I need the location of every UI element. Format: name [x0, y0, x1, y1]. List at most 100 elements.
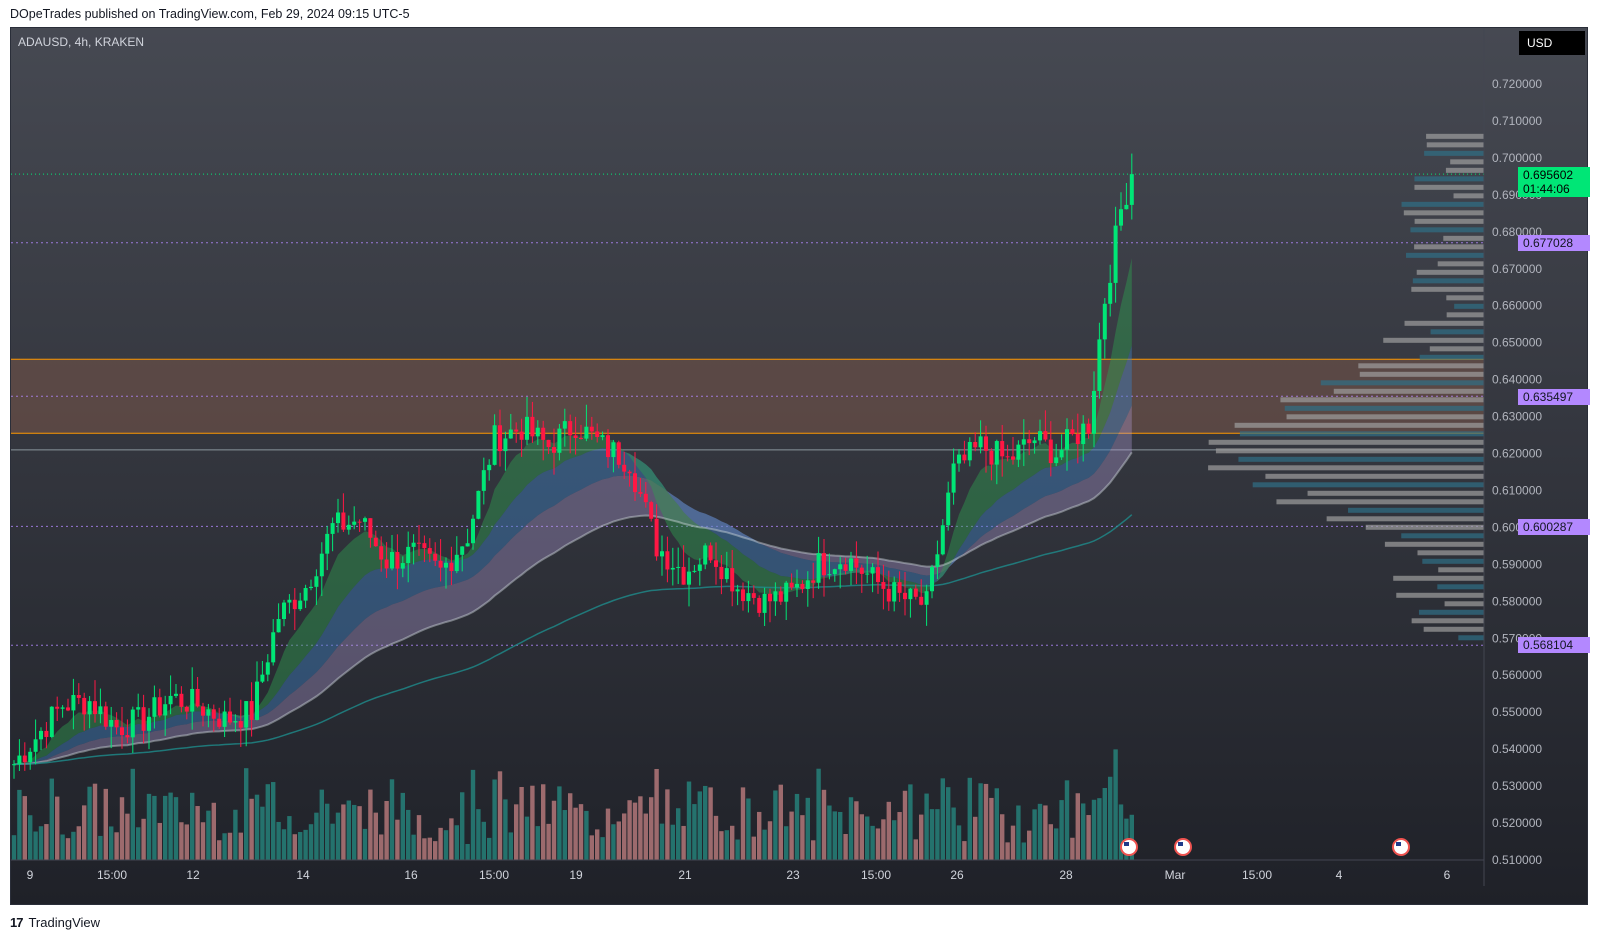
candle-body — [1054, 457, 1059, 464]
candle-body — [1011, 456, 1015, 460]
volume-bar — [11, 835, 17, 860]
candle-body — [870, 567, 875, 574]
candle-body — [303, 588, 308, 601]
candle-body — [444, 562, 448, 568]
volume-bar — [98, 835, 103, 860]
volume-bar — [33, 831, 38, 860]
volume-bar — [427, 837, 432, 860]
candle-body — [827, 574, 832, 576]
candle-body — [838, 564, 843, 570]
volume-bar — [800, 815, 805, 860]
candle-body — [525, 416, 529, 440]
candle-body — [865, 573, 870, 575]
volume-bar — [357, 806, 362, 860]
volume-bar — [411, 834, 416, 860]
volume-bar — [956, 825, 962, 860]
volume-bar — [173, 797, 179, 860]
volume-bar — [190, 792, 195, 860]
candle-body — [670, 567, 675, 570]
candle-body — [546, 439, 551, 448]
volume-profile-bar — [1437, 584, 1484, 590]
candle-body — [314, 576, 319, 587]
candle-body — [568, 421, 573, 436]
candle-body — [584, 426, 589, 439]
time-tick-2: 12 — [186, 868, 200, 882]
candle-body — [530, 416, 535, 437]
candle-body — [778, 591, 783, 602]
volume-bar — [848, 797, 854, 860]
candle-body — [800, 583, 805, 589]
candle-body — [390, 552, 394, 569]
level-tag-4: 0.568104 — [1518, 637, 1590, 653]
candle-body — [649, 502, 654, 519]
candle-body — [573, 435, 578, 439]
volume-bar — [260, 806, 265, 860]
candle-body — [616, 442, 621, 465]
candle-body — [357, 521, 362, 523]
ribbon-fast — [14, 258, 1132, 765]
candle-body — [1043, 431, 1048, 440]
volume-profile-bar — [1438, 567, 1484, 573]
candle-body — [967, 441, 972, 461]
candle-body — [184, 706, 189, 712]
candle-body — [341, 512, 346, 530]
volume-bar — [897, 812, 902, 860]
volume-bar — [454, 825, 459, 860]
volume-bar — [1005, 842, 1010, 860]
volume-bar — [719, 831, 724, 860]
candle-body — [854, 558, 859, 568]
candle-body — [66, 707, 70, 711]
volume-bar — [55, 796, 60, 860]
level-tag-2: 0.635497 — [1518, 389, 1590, 405]
volume-bar — [821, 789, 827, 860]
volume-bar — [422, 838, 427, 860]
volume-bar — [1108, 776, 1113, 860]
candle-body — [352, 521, 357, 525]
candle-body — [1097, 339, 1102, 391]
candle-body — [984, 436, 988, 451]
candle-body — [271, 632, 276, 663]
volume-bar — [740, 787, 746, 860]
volume-profile-bar — [1359, 371, 1484, 377]
volume-profile-bar — [1208, 465, 1484, 471]
time-tick-4: 16 — [404, 868, 418, 882]
candle-body — [292, 599, 297, 610]
price-tick-13: 0.590000 — [1492, 557, 1542, 571]
volume-profile-bar — [1384, 541, 1484, 547]
candle-body — [319, 553, 324, 577]
volume-bar — [686, 781, 692, 860]
ma-long — [13, 451, 1133, 766]
volume-bar — [179, 822, 184, 860]
currency-button[interactable]: USD — [1519, 31, 1585, 55]
candle-body — [406, 546, 411, 564]
volume-profile-bar — [1307, 490, 1484, 496]
candle-body — [989, 450, 994, 465]
volume-bar — [659, 823, 665, 860]
volume-profile-bar — [1215, 448, 1484, 454]
candle-body — [55, 706, 60, 709]
candle-body — [49, 706, 54, 737]
volume-bar — [497, 771, 503, 860]
volume-bar — [292, 834, 297, 860]
us-flag-icon-2 — [1174, 838, 1192, 856]
candle-body — [708, 545, 713, 561]
candle-body — [346, 524, 351, 530]
volume-bar — [524, 816, 530, 860]
candle-body — [400, 563, 405, 569]
volume-profile-bar — [1423, 626, 1484, 632]
candle-body — [633, 473, 637, 493]
price-tick-5: 0.670000 — [1492, 262, 1542, 276]
volume-profile-bar — [1454, 303, 1484, 309]
candle-body — [330, 523, 335, 534]
candle-body — [336, 512, 340, 524]
candle-body — [190, 688, 195, 712]
volume-bar — [233, 809, 238, 860]
volume-bar — [865, 816, 870, 860]
candle-body — [1113, 225, 1118, 283]
volume-bar — [578, 804, 584, 860]
candle-body — [638, 492, 643, 494]
candle-body — [1048, 439, 1053, 464]
volume-profile-bar — [1437, 261, 1484, 267]
volume-bar — [568, 793, 573, 860]
